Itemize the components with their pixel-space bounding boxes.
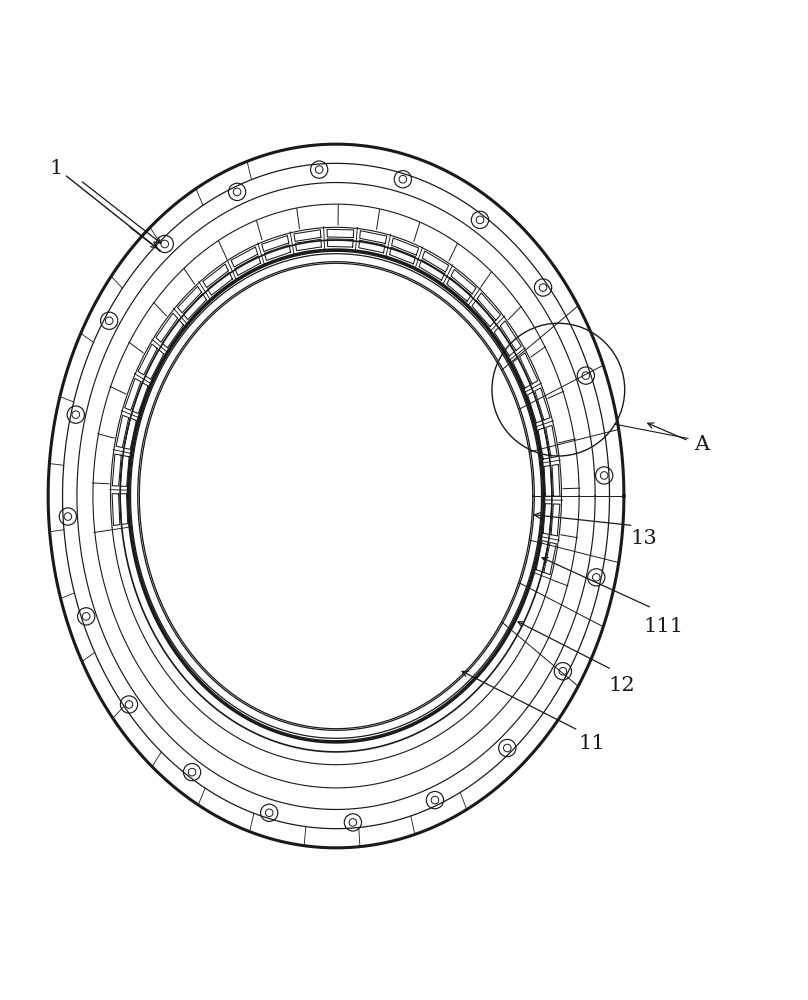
Text: A: A — [694, 435, 709, 454]
Text: 111: 111 — [644, 617, 684, 636]
Text: 11: 11 — [579, 734, 605, 753]
Text: 13: 13 — [630, 529, 657, 548]
Text: 1: 1 — [49, 159, 63, 178]
Text: 12: 12 — [608, 676, 635, 695]
